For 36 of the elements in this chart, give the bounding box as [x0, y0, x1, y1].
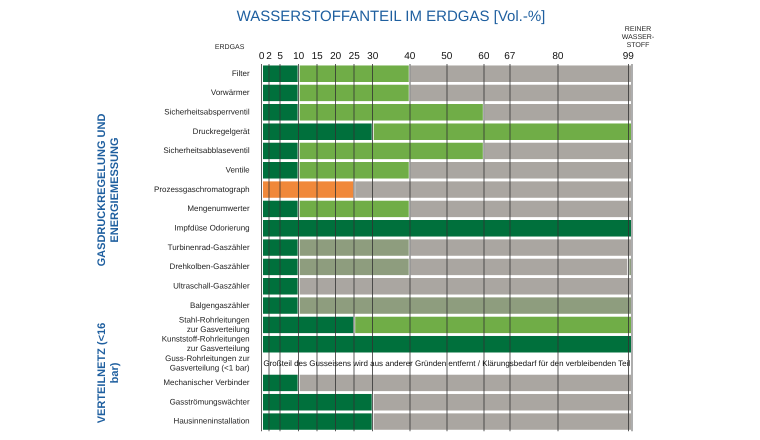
y-tick-label: Stahl-Rohrleitungen zur Gasverteilung [178, 315, 250, 334]
y-tick-label: Guss-Rohrleitungen zur Gasverteilung (<1 bar) [165, 354, 250, 373]
x-tick-label: 2 [266, 50, 272, 62]
y-tick-label: Turbinenrad-Gaszähler [168, 242, 250, 252]
y-tick-label: Hausinneninstallation [174, 416, 250, 426]
text: GASDRUCKREGELUNG UND ENERGIEMESSUNG [96, 112, 122, 268]
x-tick-label: 10 [293, 50, 305, 62]
y-tick-label: Sicherheitsabblaseventil [163, 146, 250, 156]
x-tick-label: 5 [277, 50, 284, 62]
y-tick-label: Druckregelgerät [192, 126, 250, 136]
y-tick-label: Sicherheitsabsperrventil [164, 108, 250, 117]
y-tick-label: Balgengaszähler [190, 300, 250, 310]
x-tick-label: 15 [312, 50, 324, 62]
y-tick-label: Gasströmungswächter [170, 397, 250, 406]
y-tick-label: Drehkolben-Gaszähler [170, 262, 250, 272]
y-tick-label: Mechanischer Verbinder [163, 378, 250, 388]
y-tick-label: Kunststoff-Rohrleitungen zur Gasverteilung [162, 334, 250, 354]
y-tick-label: Ventile [226, 166, 250, 174]
y-tick-label: Ultraschall-Gaszähler [173, 281, 250, 290]
x-tick-label: 30 [367, 50, 379, 62]
y-tick-label: Vorwärmer [210, 88, 250, 98]
x-tick-label: 50 [441, 50, 453, 62]
x-tick-label: 25 [348, 50, 360, 62]
text: VERTEILNETZ (<16 bar) [96, 322, 122, 426]
x-tick-label: 20 [330, 50, 342, 62]
chart-title: WASSERSTOFFANTEIL IM ERDGAS [Vol.-%] [236, 8, 546, 26]
x-tick-label: 0 [258, 50, 265, 62]
x-tick-label: 40 [404, 50, 416, 62]
y-tick-label: Impfdüse Odorierung [174, 223, 250, 232]
x-tick-label: 99 [622, 50, 634, 62]
y-tick-label: Mengenumwerter [187, 204, 250, 214]
y-tick-label: Filter [232, 68, 250, 78]
x-tick-label: 67 [504, 50, 516, 62]
x-tick-label: 80 [552, 50, 564, 62]
y-tick-label: Prozessgaschromatograph [154, 184, 250, 194]
x-tick-label: 60 [478, 50, 490, 62]
